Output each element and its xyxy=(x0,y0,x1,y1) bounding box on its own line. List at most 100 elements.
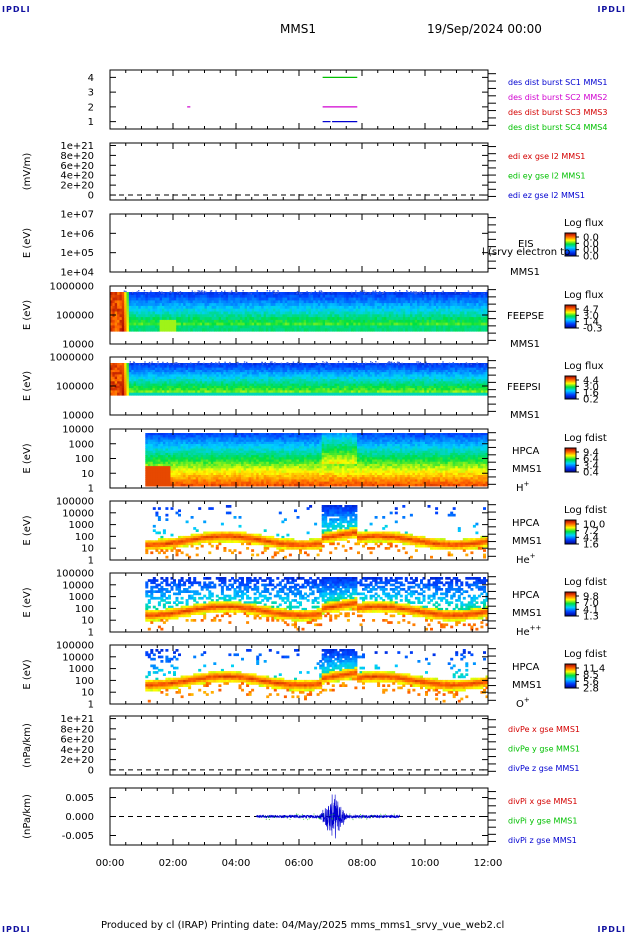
feeps-i-pixel xyxy=(171,388,175,391)
feeps-e-pixel xyxy=(225,325,229,329)
feeps-i-pixel xyxy=(414,392,418,396)
feeps-e-pixel xyxy=(176,297,180,301)
feeps-e-pixel xyxy=(206,305,210,310)
feeps-e-pixel xyxy=(469,319,472,324)
feeps-e-pixel xyxy=(485,308,489,313)
feeps-e-pixel xyxy=(126,305,130,310)
feeps-e-pixel xyxy=(445,319,449,324)
feeps-i-pixel xyxy=(216,379,220,382)
feeps-e-pixel xyxy=(195,328,198,332)
feeps-i-pixel xyxy=(306,367,309,371)
feeps-e-pixel xyxy=(197,311,201,315)
hpca-h-pixel xyxy=(147,450,151,454)
feeps-i-pixel xyxy=(353,388,357,391)
feeps-i-pixel xyxy=(355,374,359,378)
feeps-i-pixel xyxy=(478,388,482,391)
feeps-e-pixel xyxy=(412,297,416,301)
feeps-e-pixel xyxy=(454,322,458,326)
hpca-h-pixel xyxy=(147,446,151,449)
feeps-e-pixel xyxy=(431,294,435,299)
feeps-i-pixel xyxy=(114,376,118,380)
feeps-e-pixel xyxy=(367,303,371,307)
feeps-i-pixel xyxy=(171,365,175,369)
feeps-e-pixel xyxy=(388,319,392,324)
feeps-i-pixel xyxy=(308,365,312,369)
feeps-e-pixel xyxy=(178,303,182,307)
feeps-e-pixel xyxy=(480,292,484,296)
feeps-e-pixel xyxy=(426,294,430,299)
feeps-i-pixel xyxy=(159,390,163,394)
feeps-i-pixel xyxy=(128,381,132,385)
feeps-i-pixel xyxy=(185,383,189,387)
hpca-h-pixel xyxy=(157,446,161,449)
feeps-i-pixel xyxy=(176,374,180,378)
feeps-i-pixel xyxy=(438,363,440,365)
feeps-i-pixel xyxy=(169,363,172,366)
feeps-e-pixel xyxy=(395,294,399,299)
feeps-i-pixel xyxy=(452,381,456,385)
feeps-i-pixel xyxy=(325,365,328,369)
feeps-i-pixel xyxy=(232,369,236,373)
hpca-h-pixel xyxy=(145,448,149,452)
feeps-e-pixel xyxy=(395,303,399,307)
feeps-i-pixel xyxy=(171,367,175,371)
feeps-i-pixel xyxy=(176,379,180,382)
feeps-i-pixel xyxy=(410,385,413,389)
feeps-i-pixel xyxy=(218,390,222,394)
feeps-i-pixel xyxy=(412,363,416,366)
feeps-e-pixel xyxy=(421,317,425,321)
feeps-i-pixel xyxy=(339,376,343,380)
feeps-i-pixel xyxy=(476,379,480,382)
feeps-i-pixel xyxy=(386,379,390,382)
feeps-i-pixel xyxy=(308,369,312,373)
feeps-e-pixel xyxy=(372,290,374,293)
feeps-e-pixel xyxy=(110,319,113,324)
hpca-h-pixel xyxy=(145,477,149,480)
feeps-e-pixel xyxy=(159,322,163,326)
feeps-e-pixel xyxy=(190,328,194,332)
feeps-i-pixel xyxy=(313,381,317,385)
feeps-i-pixel xyxy=(114,385,118,389)
feeps-i-pixel xyxy=(117,388,120,391)
feeps-e-pixel xyxy=(365,294,368,299)
feeps-i-pixel xyxy=(339,379,343,382)
feeps-i-pixel xyxy=(445,385,449,389)
feeps-e-pixel xyxy=(310,319,314,324)
feeps-e-pixel xyxy=(112,319,116,324)
feeps-i-pixel xyxy=(320,363,324,366)
feeps-e-pixel xyxy=(244,322,248,326)
feeps-i-pixel xyxy=(176,392,180,396)
feeps-e-pixel xyxy=(190,325,194,329)
feeps-i-pixel xyxy=(405,392,409,396)
feeps-i-pixel xyxy=(419,365,423,369)
feeps-i-pixel xyxy=(275,392,279,396)
feeps-e-pixel xyxy=(235,314,239,318)
feeps-e-pixel xyxy=(410,314,413,318)
feeps-e-pixel xyxy=(232,300,236,304)
feeps-e-pixel xyxy=(265,311,269,315)
feeps-i-pixel xyxy=(379,367,383,371)
feeps-i-pixel xyxy=(263,365,267,369)
feeps-i-pixel xyxy=(389,362,391,364)
feeps-i-pixel xyxy=(197,390,201,394)
feeps-i-pixel xyxy=(258,385,262,389)
feeps-e-pixel xyxy=(348,311,352,315)
hpca-h-pixel xyxy=(160,446,164,449)
feeps-e-pixel xyxy=(391,325,394,329)
feeps-e-pixel xyxy=(445,300,449,304)
feeps-i-pixel xyxy=(377,383,380,387)
hpca-h-pixel xyxy=(147,466,151,469)
feeps-e-pixel xyxy=(183,314,187,318)
feeps-i-pixel xyxy=(183,390,187,394)
feeps-e-pixel xyxy=(284,319,288,324)
hpca-h-pixel xyxy=(162,466,166,469)
feeps-e-pixel xyxy=(334,305,338,310)
feeps-i-pixel xyxy=(162,381,165,385)
feeps-e-pixel xyxy=(450,319,454,324)
hpca-h-pixel xyxy=(165,466,169,469)
feeps-i-pixel xyxy=(402,363,406,366)
feeps-e-pixel xyxy=(310,314,314,318)
feeps-i-pixel xyxy=(388,363,392,366)
feeps-i-pixel xyxy=(346,381,350,385)
feeps-e-pixel xyxy=(296,290,299,293)
